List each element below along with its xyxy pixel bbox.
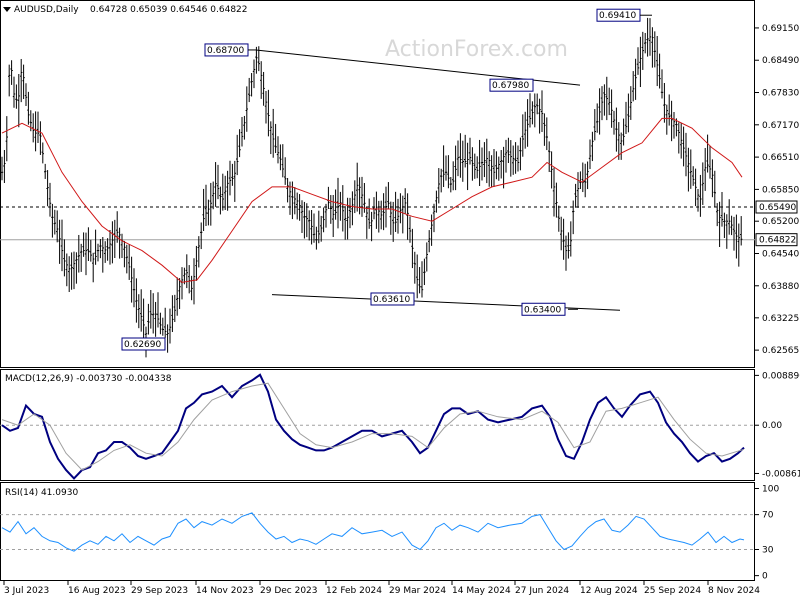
price-mark-label: 0.64822: [759, 236, 796, 246]
price-axis-tick-label: 0.68490: [762, 56, 799, 66]
svg-text:AUDUSD,Daily: AUDUSD,Daily: [14, 5, 79, 15]
x-axis-tick-label: 14 May 2024: [452, 586, 511, 596]
x-axis-tick-label: 8 Nov 2024: [708, 586, 760, 596]
price-annotation-box: [121, 337, 166, 351]
price-mark-box: [755, 233, 798, 247]
macd-title: MACD(12,26,9) -0.003730 -0.004338: [5, 374, 172, 384]
price-annotation-label: 0.68700: [207, 46, 244, 56]
price-axis-tick-label: 0.64540: [762, 249, 799, 259]
axis-layer: 0.69150 0.68490 0.67830 0.67170 0.66510 0.658…: [3, 24, 800, 596]
price-axis-tick-label: 0.67830: [762, 89, 799, 99]
x-axis-tick-label: 12 Aug 2024: [580, 586, 638, 596]
rsi-line: [1, 512, 745, 552]
macd-axis-tick-label: 0.00: [762, 421, 782, 431]
x-axis-tick-label: 16 Aug 2023: [68, 586, 126, 596]
x-axis-tick-label: 25 Sep 2024: [644, 586, 701, 596]
x-axis-tick-label: 29 Dec 2023: [260, 586, 318, 596]
x-axis-tick-label: 12 Feb 2024: [326, 586, 382, 596]
price-annotation-label: 0.67980: [492, 81, 529, 91]
macd-panel-frame: [0, 369, 755, 481]
price-panel-frame: [0, 0, 755, 368]
ohlc-readout: 0.64728 0.65039 0.64546 0.64822: [90, 5, 248, 15]
price-mark-box: [755, 200, 798, 214]
x-axis-tick-label: 29 Mar 2024: [389, 586, 446, 596]
price-annotation-box: [370, 292, 415, 306]
price-axis-tick-label: 0.63225: [762, 314, 799, 324]
price-axis-tick-label: 0.67170: [762, 121, 799, 131]
price-axis-tick-label: 0.65200: [762, 217, 799, 227]
macd-line: [1, 373, 745, 480]
ohlc-open: 0.64728: [90, 5, 127, 15]
price-axis-tick-label: 0.65850: [762, 185, 799, 195]
macd-signal-line: [1, 382, 745, 471]
x-axis-tick-label: 14 Nov 2023: [196, 586, 254, 596]
x-axis-tick-label: 27 Jun 2024: [515, 586, 569, 596]
ohlc-high: 0.65039: [130, 5, 167, 15]
watermark: ActionForex.com: [385, 37, 568, 62]
ohlc-low: 0.64546: [170, 5, 207, 15]
rsi-axis-tick-label: 100: [762, 484, 779, 494]
rsi-axis-tick-label: 30: [762, 545, 774, 555]
x-axis-tick-label: 29 Sep 2023: [131, 586, 188, 596]
price-annotation-box: [521, 302, 566, 316]
price-mark-label: 0.65490: [759, 203, 796, 213]
rsi-axis-tick-label: 70: [762, 511, 774, 521]
price-annotation-box: [489, 78, 534, 92]
price-axis-tick-label: 0.63880: [762, 282, 799, 292]
macd-series-layer: [0, 373, 755, 480]
price-annotation-label: 0.63610: [373, 295, 410, 305]
macd-axis-tick-label: 0.008896: [762, 371, 800, 381]
annotation-layer: 0.68700 0.67980 0.69410 0.63610 0.63400 0.626…: [121, 8, 652, 351]
price-annotation-label: 0.69410: [599, 11, 636, 21]
price-series-layer: [0, 17, 755, 358]
moving-average-line: [1, 117, 743, 283]
price-axis-tick-label: 0.62565: [762, 346, 799, 356]
collapse-arrow-icon[interactable]: [3, 7, 11, 12]
rsi-series-layer: [0, 512, 755, 552]
rsi-title: RSI(14) 41.0930: [5, 488, 78, 498]
price-chart-title: AUDUSD,Daily: [14, 5, 79, 15]
x-axis-tick-label: 3 Jul 2023: [4, 586, 49, 596]
ohlc-close: 0.64822: [210, 5, 247, 15]
rsi-axis-tick-label: 0: [762, 572, 768, 582]
macd-axis-tick-label: -0.008612: [762, 469, 800, 479]
price-annotation-label: 0.63400: [524, 305, 561, 315]
price-axis-tick-label: 0.66510: [762, 153, 799, 163]
price-annotation-label: 0.62690: [124, 340, 161, 350]
price-axis-tick-label: 0.69150: [762, 24, 799, 34]
